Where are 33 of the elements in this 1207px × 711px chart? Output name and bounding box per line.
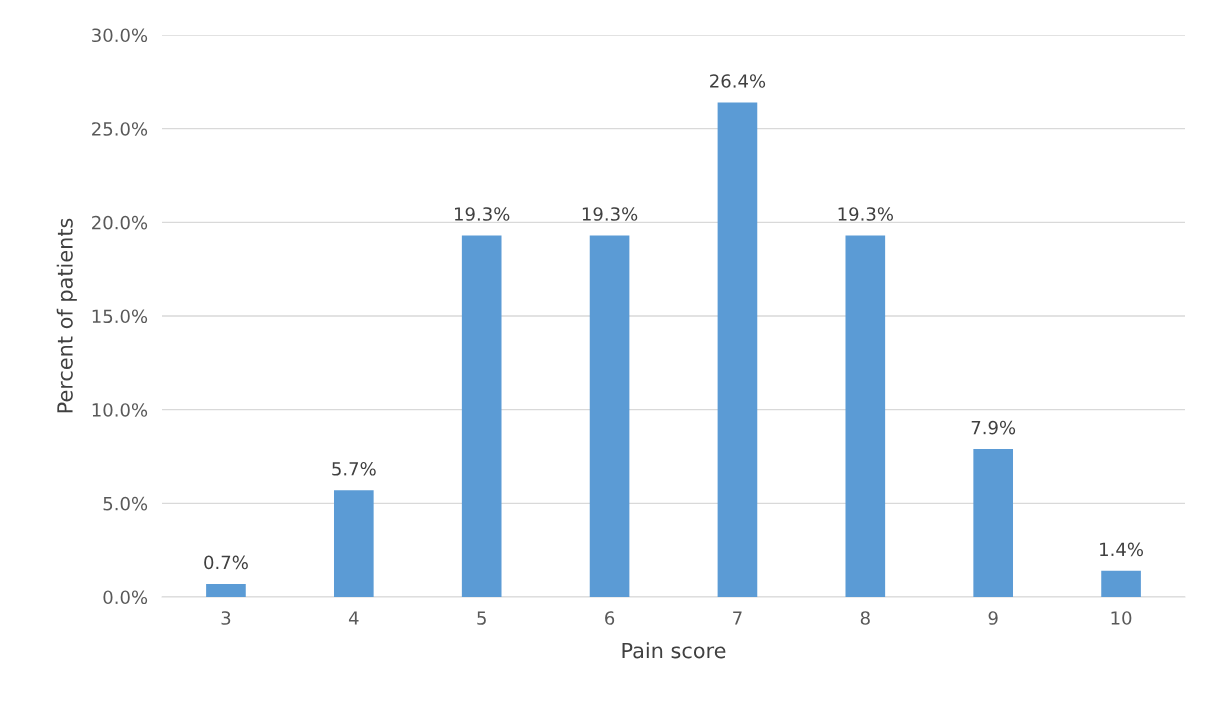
data-label: 0.7% xyxy=(204,555,248,570)
bar xyxy=(1101,570,1141,597)
x-tick-label: 4 xyxy=(348,611,359,625)
y-tick-label: 20.0% xyxy=(92,215,148,230)
data-label: 19.3% xyxy=(454,207,510,221)
bar xyxy=(717,102,758,597)
bar xyxy=(333,490,374,597)
data-label: 26.4% xyxy=(710,74,766,88)
x-tick-label: 10 xyxy=(1111,611,1132,625)
bar xyxy=(845,235,886,597)
data-label: 19.3% xyxy=(582,207,638,221)
x-tick-label: 7 xyxy=(733,611,742,625)
x-tick-label: 3 xyxy=(221,611,231,625)
y-tick-label: 15.0% xyxy=(92,309,148,324)
data-label: 5.7% xyxy=(332,461,376,476)
bar xyxy=(461,235,502,597)
y-tick-label: 30.0% xyxy=(92,28,148,43)
y-tick-label: 10.0% xyxy=(92,403,148,417)
data-label: 19.3% xyxy=(838,207,893,221)
data-label: 7.9% xyxy=(971,420,1016,435)
x-tick-label: 9 xyxy=(988,611,998,625)
y-axis-title: Percent of patients xyxy=(56,218,77,413)
data-label: 1.4% xyxy=(1100,542,1143,557)
bar xyxy=(589,235,630,597)
x-axis-title: Pain score xyxy=(622,642,726,659)
x-tick-label: 5 xyxy=(477,611,486,625)
y-tick-label: 0.0% xyxy=(103,590,148,605)
y-tick-label: 5.0% xyxy=(103,496,148,511)
y-tick-label: 25.0% xyxy=(92,122,148,136)
x-tick-label: 8 xyxy=(860,611,870,625)
x-tick-label: 6 xyxy=(605,611,615,625)
bar xyxy=(973,449,1014,597)
bar xyxy=(206,583,246,597)
